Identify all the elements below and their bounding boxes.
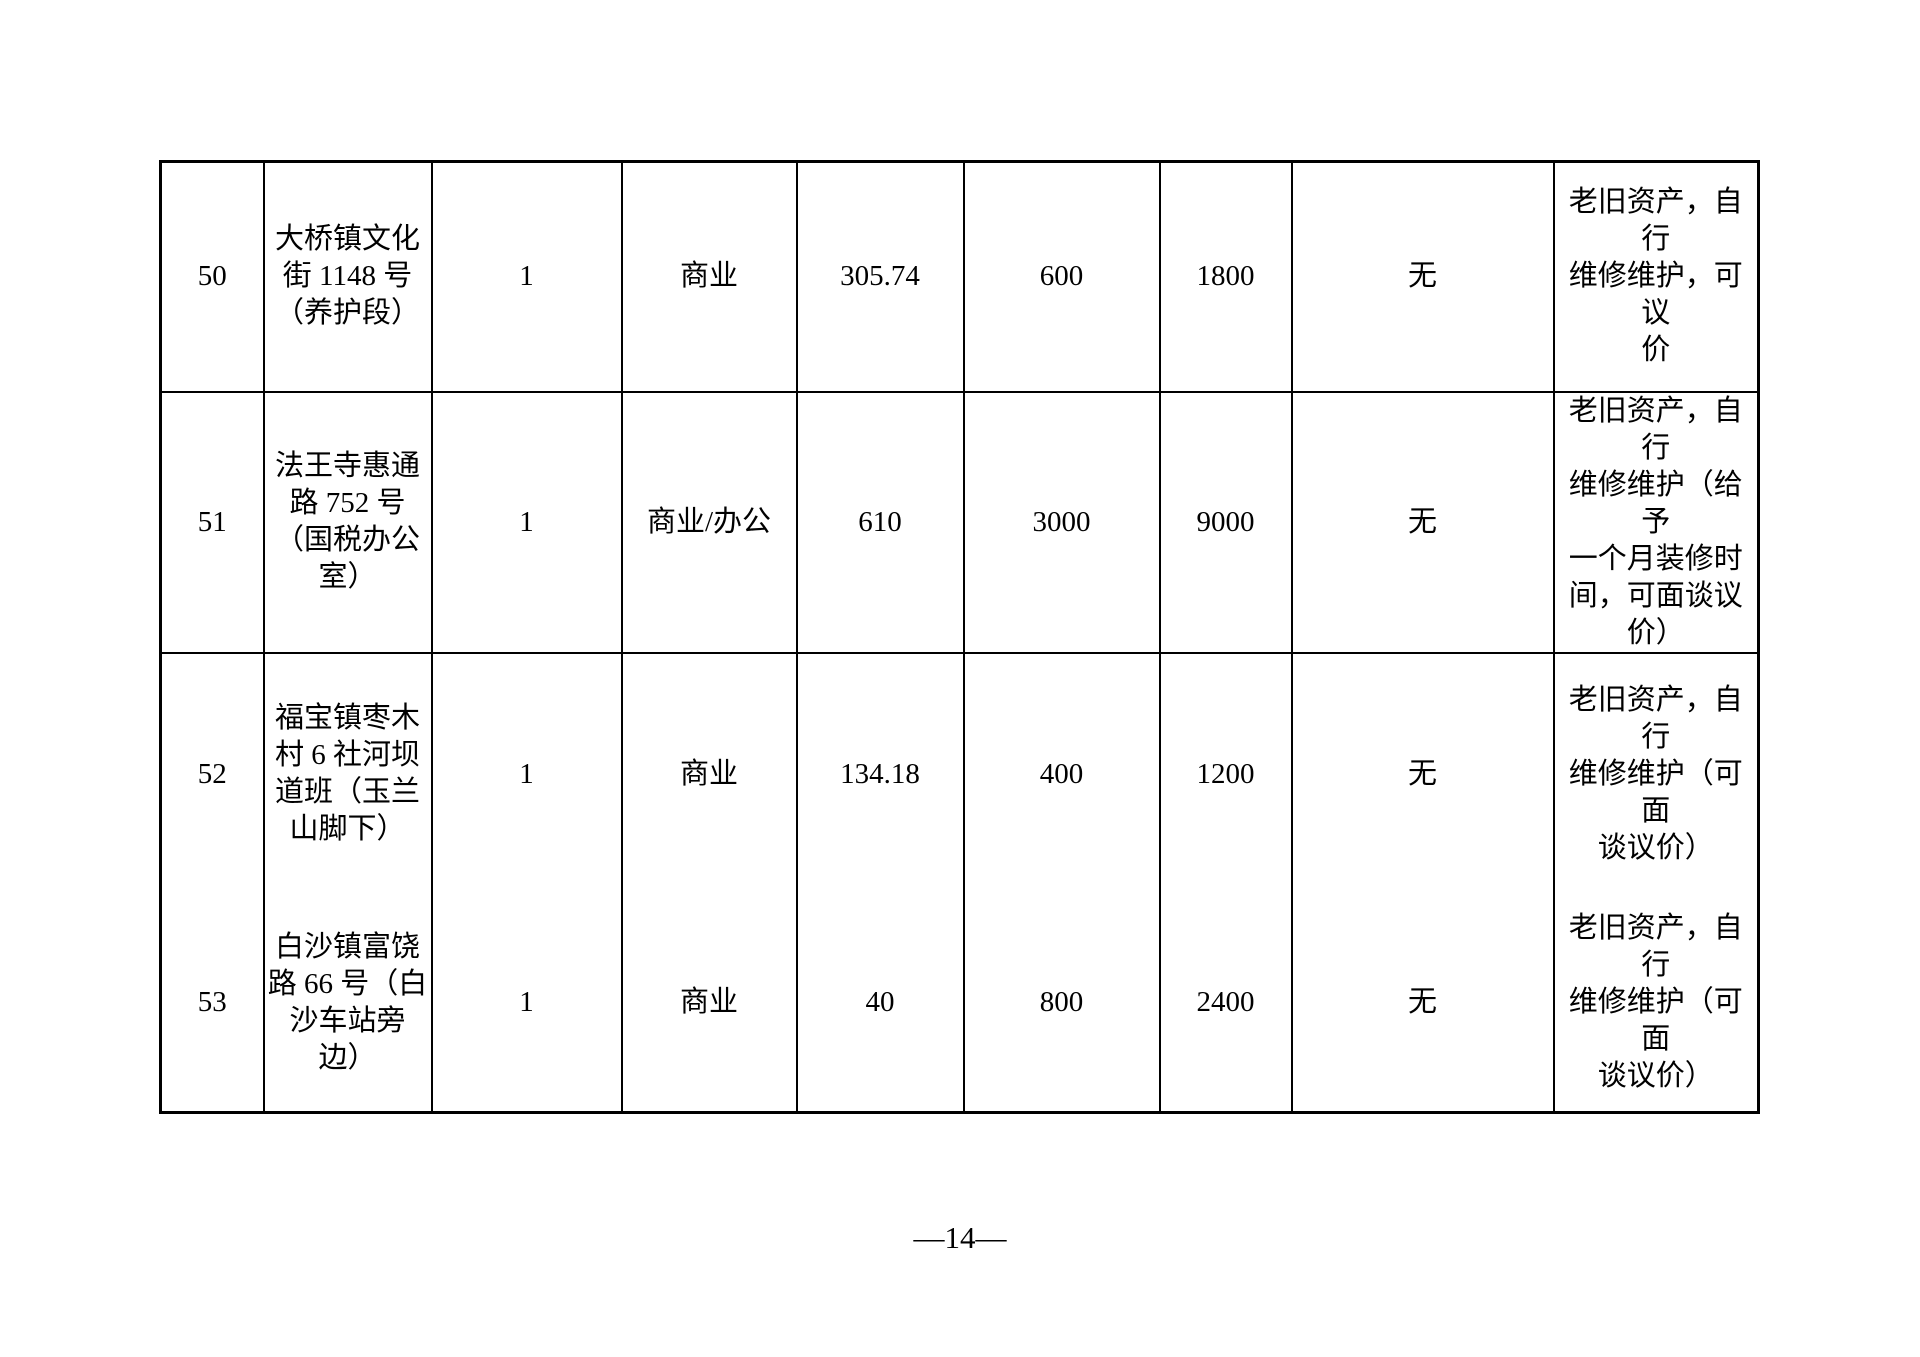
page-number: —14— — [913, 1220, 1007, 1255]
cell-none-flag: 无 — [1290, 651, 1555, 895]
cell-serial: 51 — [159, 390, 265, 654]
cell-serial: 52 — [159, 651, 265, 895]
cell-area: 305.74 — [795, 160, 965, 393]
cell-address: 白沙镇富饶 路 66 号（白 沙车站旁 边） — [262, 894, 433, 1114]
table-row: 53 白沙镇富饶 路 66 号（白 沙车站旁 边） 1 商业 40 800 24… — [159, 894, 1760, 1114]
asset-table: 50 大桥镇文化 街 1148 号 （养护段） 1 商业 305.74 600 … — [159, 160, 1760, 1114]
cell-price-2: 9000 — [1158, 390, 1293, 654]
cell-remark: 老旧资产，自行 维修维护（可面 谈议价） — [1552, 894, 1760, 1114]
cell-area: 134.18 — [795, 651, 965, 895]
cell-none-flag: 无 — [1290, 894, 1555, 1114]
cell-quantity: 1 — [430, 894, 623, 1114]
cell-area: 610 — [795, 390, 965, 654]
cell-price-2: 1200 — [1158, 651, 1293, 895]
cell-remark: 老旧资产，自行 维修维护（给予 一个月装修时 间，可面谈议 价） — [1552, 390, 1760, 654]
cell-quantity: 1 — [430, 160, 623, 393]
cell-address: 法王寺惠通 路 752 号 （国税办公 室） — [262, 390, 433, 654]
cell-use-type: 商业 — [620, 894, 798, 1114]
cell-price-1: 600 — [962, 160, 1161, 393]
cell-serial: 53 — [159, 894, 265, 1114]
cell-serial: 50 — [159, 160, 265, 393]
cell-address: 大桥镇文化 街 1148 号 （养护段） — [262, 160, 433, 393]
cell-price-1: 400 — [962, 651, 1161, 895]
table-row: 52 福宝镇枣木 村 6 社河坝 道班（玉兰 山脚下） 1 商业 134.18 … — [159, 651, 1760, 895]
table-row: 50 大桥镇文化 街 1148 号 （养护段） 1 商业 305.74 600 … — [159, 160, 1760, 393]
cell-price-1: 3000 — [962, 390, 1161, 654]
cell-none-flag: 无 — [1290, 390, 1555, 654]
cell-price-2: 2400 — [1158, 894, 1293, 1114]
cell-address: 福宝镇枣木 村 6 社河坝 道班（玉兰 山脚下） — [262, 651, 433, 895]
cell-remark: 老旧资产，自行 维修维护，可议 价 — [1552, 160, 1760, 393]
cell-quantity: 1 — [430, 390, 623, 654]
cell-area: 40 — [795, 894, 965, 1114]
cell-quantity: 1 — [430, 651, 623, 895]
cell-use-type: 商业 — [620, 160, 798, 393]
cell-price-1: 800 — [962, 894, 1161, 1114]
cell-use-type: 商业 — [620, 651, 798, 895]
cell-price-2: 1800 — [1158, 160, 1293, 393]
table-row: 51 法王寺惠通 路 752 号 （国税办公 室） 1 商业/办公 610 30… — [159, 390, 1760, 654]
cell-none-flag: 无 — [1290, 160, 1555, 393]
cell-use-type: 商业/办公 — [620, 390, 798, 654]
cell-remark: 老旧资产，自行 维修维护（可面 谈议价） — [1552, 651, 1760, 895]
